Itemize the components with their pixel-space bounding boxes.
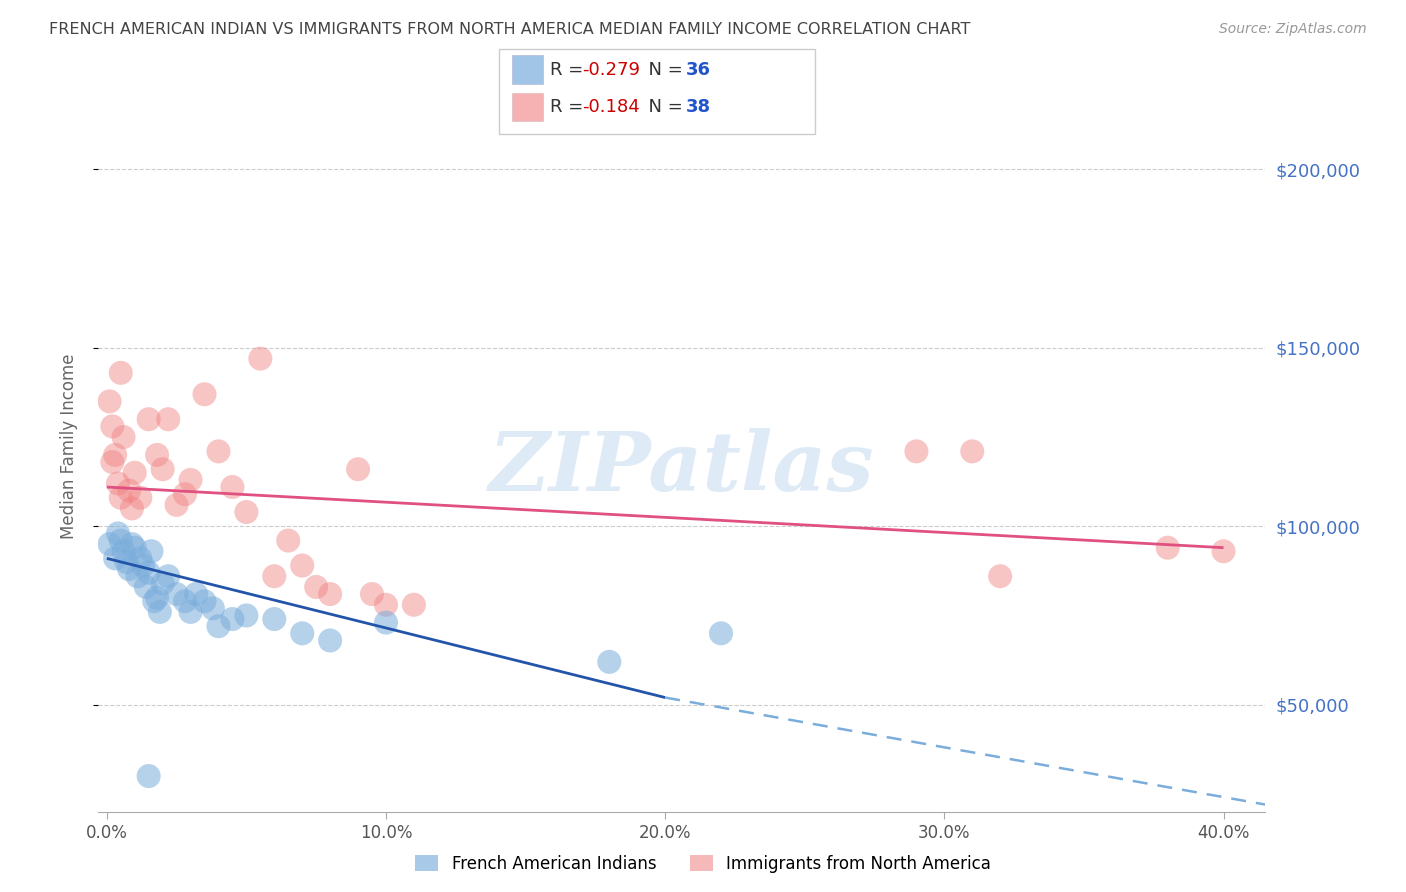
Point (1212, 544, 1234, 558)
Point (101, 419, 124, 434)
Point (118, 483, 141, 498)
Point (110, 533, 132, 548)
Point (115, 555, 138, 569)
Point (180, 473, 202, 487)
Point (291, 558, 314, 573)
Point (193, 387, 215, 401)
Point (402, 598, 425, 612)
Point (988, 569, 1011, 583)
Y-axis label: Median Family Income: Median Family Income (59, 353, 77, 539)
Point (174, 487, 197, 501)
Text: Source: ZipAtlas.com: Source: ZipAtlas.com (1219, 22, 1367, 37)
Point (138, 412, 160, 426)
Point (263, 569, 285, 583)
Text: -0.279: -0.279 (582, 61, 640, 78)
Point (598, 655, 620, 669)
Text: FRENCH AMERICAN INDIAN VS IMMIGRANTS FROM NORTH AMERICA MEDIAN FAMILY INCOME COR: FRENCH AMERICAN INDIAN VS IMMIGRANTS FRO… (49, 22, 970, 37)
Point (98, 394, 121, 409)
Point (124, 541, 146, 555)
Point (905, 444, 928, 458)
Point (135, 580, 157, 594)
Point (143, 594, 166, 608)
Point (184, 587, 207, 601)
Point (149, 605, 172, 619)
Point (118, 562, 141, 576)
Point (138, 769, 160, 783)
Point (347, 462, 370, 476)
Point (107, 526, 129, 541)
Point (101, 455, 124, 469)
Point (375, 598, 398, 612)
Point (157, 569, 180, 583)
Legend: French American Indians, Immigrants from North America: French American Indians, Immigrants from… (408, 848, 998, 880)
Point (201, 601, 224, 615)
Point (132, 558, 155, 573)
Point (235, 608, 257, 623)
Text: -0.184: -0.184 (582, 98, 640, 116)
Point (152, 462, 174, 476)
Text: N =: N = (637, 61, 689, 78)
Point (305, 580, 328, 594)
Point (207, 619, 229, 633)
Point (249, 351, 271, 366)
Point (221, 480, 243, 494)
Point (193, 594, 215, 608)
Point (121, 501, 143, 516)
Point (104, 448, 127, 462)
Text: R =: R = (550, 61, 589, 78)
Point (104, 551, 127, 566)
Text: R =: R = (550, 98, 589, 116)
Point (124, 466, 146, 480)
Text: 38: 38 (686, 98, 711, 116)
Point (138, 566, 160, 580)
Text: N =: N = (637, 98, 689, 116)
Point (152, 576, 174, 591)
Point (141, 544, 163, 558)
Point (319, 633, 342, 648)
Point (129, 551, 152, 566)
Point (277, 533, 299, 548)
Point (129, 491, 152, 505)
Point (146, 448, 169, 462)
Point (166, 498, 188, 512)
Point (110, 491, 132, 505)
Point (1157, 541, 1180, 555)
Point (98, 537, 121, 551)
Point (121, 537, 143, 551)
Text: ZIPatlas: ZIPatlas (489, 428, 875, 508)
Point (112, 544, 135, 558)
Point (157, 412, 180, 426)
Point (291, 626, 314, 640)
Point (710, 626, 733, 640)
Point (110, 366, 132, 380)
Point (263, 612, 285, 626)
Point (127, 569, 149, 583)
Point (361, 587, 384, 601)
Point (207, 444, 229, 458)
Point (146, 591, 169, 605)
Point (107, 476, 129, 491)
Text: 36: 36 (686, 61, 711, 78)
Point (319, 587, 342, 601)
Point (235, 505, 257, 519)
Point (166, 587, 188, 601)
Point (221, 612, 243, 626)
Point (180, 605, 202, 619)
Point (174, 594, 197, 608)
Point (112, 430, 135, 444)
Point (962, 444, 984, 458)
Point (375, 615, 398, 630)
